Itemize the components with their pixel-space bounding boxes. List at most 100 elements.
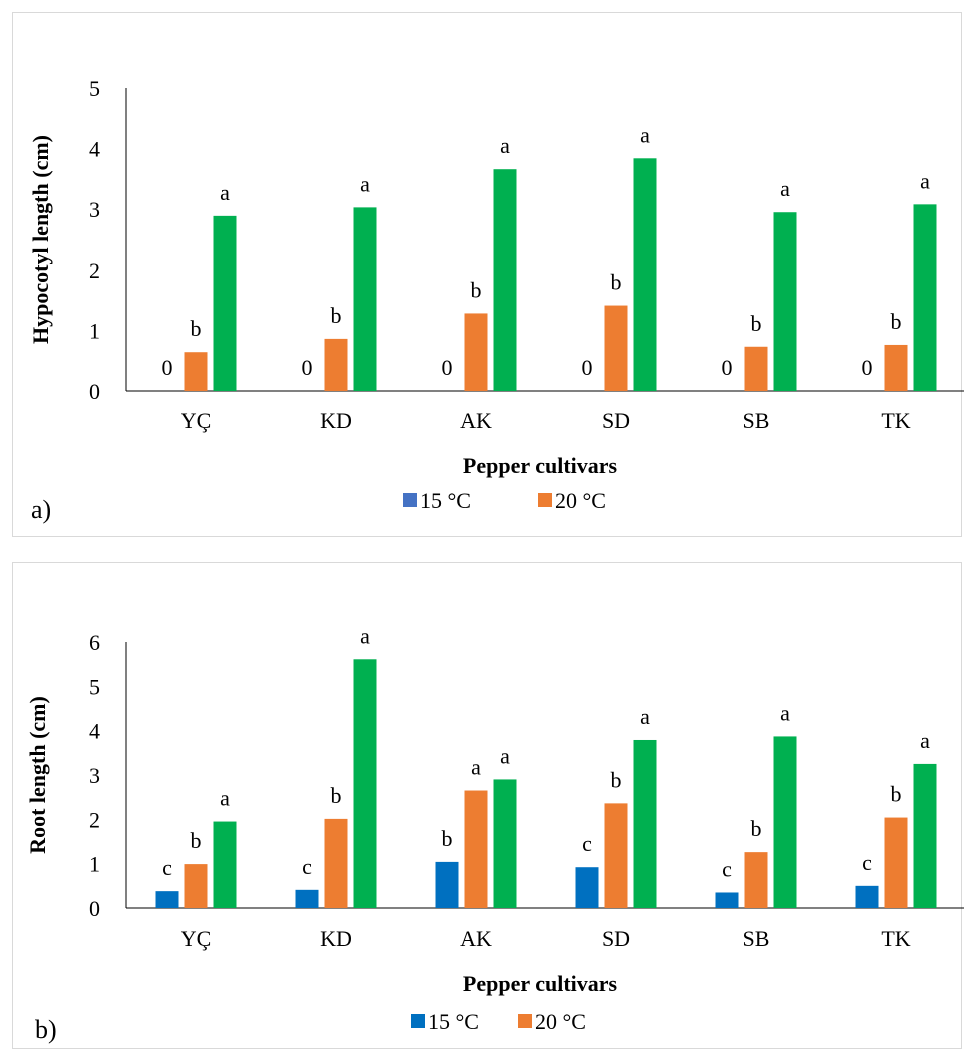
data-label: b xyxy=(471,277,482,302)
y-tick-label: 2 xyxy=(89,807,100,832)
y-tick-label: 6 xyxy=(89,630,100,655)
x-tick-label: AK xyxy=(460,408,492,433)
x-axis-title: Pepper cultivars xyxy=(463,971,618,996)
bar xyxy=(773,736,797,908)
y-tick-label: 0 xyxy=(89,379,100,404)
bar xyxy=(435,861,459,908)
legend-swatch xyxy=(518,1014,532,1028)
data-label: b xyxy=(751,816,762,841)
data-label: c xyxy=(162,855,172,880)
y-tick-label: 4 xyxy=(89,137,100,162)
bar xyxy=(464,790,488,908)
y-tick-label: 5 xyxy=(89,76,100,101)
bar xyxy=(155,891,179,908)
y-tick-label: 1 xyxy=(89,852,100,877)
panel-label: a) xyxy=(31,495,51,524)
x-tick-label: SB xyxy=(743,926,770,951)
data-label: 0 xyxy=(442,355,453,380)
bar xyxy=(633,739,657,908)
y-tick-label: 3 xyxy=(89,763,100,788)
data-label: b xyxy=(751,311,762,336)
bar xyxy=(184,352,208,391)
bar xyxy=(913,204,937,391)
y-axis-title: Root length (cm) xyxy=(25,696,50,854)
legend-label: 15 °C xyxy=(428,1009,479,1034)
data-label: c xyxy=(582,831,592,856)
data-label: a xyxy=(500,743,510,768)
data-label: a xyxy=(920,168,930,193)
bar xyxy=(604,305,628,391)
bar xyxy=(353,659,377,908)
data-label: a xyxy=(220,180,230,205)
data-label: 0 xyxy=(582,355,593,380)
bar xyxy=(884,344,908,391)
data-label: b xyxy=(191,316,202,341)
data-label: a xyxy=(360,171,370,196)
data-label: a xyxy=(471,755,481,780)
bar xyxy=(493,779,517,908)
bar xyxy=(324,338,348,391)
y-tick-label: 1 xyxy=(89,318,100,343)
y-tick-label: 0 xyxy=(89,896,100,921)
data-label: b xyxy=(611,767,622,792)
data-label: a xyxy=(920,728,930,753)
panel-label: b) xyxy=(35,1015,57,1044)
data-label: c xyxy=(302,854,312,879)
x-tick-label: SB xyxy=(743,408,770,433)
x-tick-label: YÇ xyxy=(181,926,212,951)
y-tick-label: 3 xyxy=(89,197,100,222)
data-label: 0 xyxy=(162,355,173,380)
y-axis-title: Hypocotyl length (cm) xyxy=(28,135,53,344)
x-tick-label: TK xyxy=(881,926,910,951)
data-label: a xyxy=(640,704,650,729)
data-label: a xyxy=(500,133,510,158)
data-label: 0 xyxy=(302,355,313,380)
bar xyxy=(213,215,237,391)
bar xyxy=(604,803,628,908)
bar xyxy=(744,346,768,391)
bar xyxy=(464,313,488,391)
legend-label: 20 °C xyxy=(535,1009,586,1034)
bar xyxy=(575,867,599,908)
y-tick-label: 4 xyxy=(89,719,100,744)
bar xyxy=(715,892,739,908)
y-tick-label: 2 xyxy=(89,258,100,283)
data-label: a xyxy=(780,176,790,201)
legend-label: 15 °C xyxy=(420,488,471,513)
data-label: a xyxy=(640,122,650,147)
data-label: b xyxy=(442,826,453,851)
data-label: a xyxy=(780,700,790,725)
bar xyxy=(353,207,377,391)
bar xyxy=(744,852,768,908)
data-label: 0 xyxy=(862,355,873,380)
bar xyxy=(295,889,319,908)
data-label: c xyxy=(722,856,732,881)
legend-label: 20 °C xyxy=(555,488,606,513)
data-label: b xyxy=(191,828,202,853)
bar xyxy=(324,818,348,908)
chart-panel-a: 0 1 2 3 4 5 Hypocotyl length (cm) 0 b a YÇ 0 b a KD 0 b a… xyxy=(12,12,964,537)
data-label: c xyxy=(862,850,872,875)
bar xyxy=(493,169,517,391)
legend-swatch xyxy=(403,493,417,507)
data-label: a xyxy=(360,623,370,648)
x-tick-label: KD xyxy=(320,408,352,433)
legend-swatch xyxy=(411,1014,425,1028)
data-label: 0 xyxy=(722,355,733,380)
x-axis-title: Pepper cultivars xyxy=(463,453,618,478)
x-tick-label: AK xyxy=(460,926,492,951)
y-tick-label: 5 xyxy=(89,674,100,699)
x-tick-label: KD xyxy=(320,926,352,951)
data-label: b xyxy=(331,783,342,808)
chart-panel-b: 0 1 2 3 4 5 6 Root length (cm) c b a YÇ c b a KD b a a AK c b… xyxy=(12,562,964,1049)
legend-swatch xyxy=(538,493,552,507)
bar xyxy=(184,864,208,908)
data-label: b xyxy=(891,309,902,334)
bar xyxy=(913,763,937,908)
bar xyxy=(773,212,797,391)
x-tick-label: YÇ xyxy=(181,408,212,433)
x-tick-label: SD xyxy=(602,926,630,951)
data-label: b xyxy=(611,270,622,295)
